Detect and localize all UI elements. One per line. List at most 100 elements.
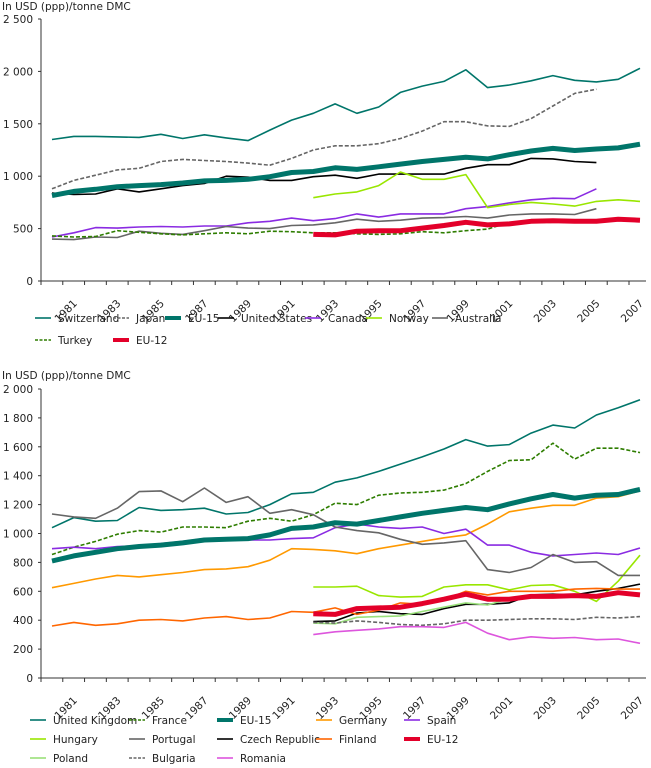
line-switzerland: [51, 67, 641, 142]
legend-item-switzerland: Switzerland: [35, 313, 119, 325]
legend-label: Switzerland: [58, 313, 119, 325]
y-tick-label: 500: [13, 224, 33, 236]
legend-item-portugal: Portugal: [129, 734, 196, 746]
line-japan: [51, 88, 597, 190]
legend-label: United Kingdom: [53, 715, 137, 727]
series-romania: [313, 621, 641, 645]
legend-item-united-kingdom: United Kingdom: [30, 715, 137, 727]
y-tick-label: 1 200: [3, 500, 33, 512]
legend-item-eu-15: EU-15: [217, 715, 271, 727]
legend-label: Poland: [53, 753, 88, 765]
series-france: [51, 442, 641, 556]
y-tick-label: 400: [13, 615, 33, 627]
legend-label: Germany: [339, 715, 387, 727]
legend-label: EU-15: [240, 715, 271, 727]
y-tick-label: 1 000: [3, 529, 33, 541]
series-czech-republic: [313, 583, 641, 623]
x-tick-label: 2003: [532, 298, 559, 325]
legend-item-hungary: Hungary: [30, 734, 98, 746]
series-norway: [313, 171, 641, 209]
legend-item-norway: Norway: [366, 313, 429, 325]
series-united-states: [51, 157, 597, 196]
line-united-kingdom: [51, 399, 641, 529]
line-eu-15: [51, 141, 641, 199]
x-tick-label: 2003: [532, 695, 559, 722]
series-eu-15: [51, 486, 641, 564]
y-tick-label: 2 000: [3, 384, 33, 396]
legend-label: EU-12: [427, 734, 458, 746]
x-tick-label: 1991: [270, 695, 297, 722]
x-tick-label: 1987: [183, 695, 210, 722]
chart-2-series: [51, 399, 641, 645]
legend-item-bulgaria: Bulgaria: [129, 753, 196, 765]
legend-item-eu-12: EU-12: [113, 335, 167, 347]
legend-label: Hungary: [53, 734, 98, 746]
series-japan: [51, 88, 597, 190]
y-tick-label: 800: [13, 557, 33, 569]
chart-1-series: [51, 67, 641, 241]
line-romania: [313, 621, 641, 645]
legend-label: Japan: [135, 313, 165, 325]
y-tick-label: 1 600: [3, 442, 33, 454]
y-tick-label: 2 000: [3, 66, 33, 78]
chart-2-ylabel: In USD (ppp)/tonne DMC: [2, 370, 131, 382]
legend-item-finland: Finland: [316, 734, 377, 746]
chart-1-legend: Switzerland Japan EU-15 United States Canada…: [35, 313, 501, 347]
series-australia: [51, 207, 597, 241]
legend-item-czech-republic: Czech Republic: [217, 734, 320, 746]
y-tick-label: 1 000: [3, 171, 33, 183]
legend-item-japan: Japan: [113, 313, 165, 325]
legend-label: France: [152, 715, 187, 727]
line-france: [51, 442, 641, 556]
line-portugal: [51, 487, 640, 577]
x-tick-label: 1997: [401, 695, 428, 722]
legend-item-france: France: [129, 715, 187, 727]
y-tick-label: 0: [26, 673, 33, 685]
line-united-states: [51, 157, 597, 196]
legend-label: Portugal: [152, 734, 196, 746]
legend-item-romania: Romania: [217, 753, 286, 765]
y-tick-label: 200: [13, 644, 33, 656]
x-tick-label: 2005: [575, 695, 602, 722]
chart-1-ylabel: In USD (ppp)/tonne DMC: [2, 1, 131, 13]
chart-2: In USD (ppp)/tonne DMC 0 200 400 600 800 1 00…: [2, 370, 646, 765]
line-eu-15: [51, 486, 641, 564]
legend-label: Norway: [389, 313, 429, 325]
series-switzerland: [51, 67, 641, 142]
y-tick-label: 600: [13, 586, 33, 598]
legend-item-eu-15: EU-15: [165, 313, 219, 325]
series-eu-15: [51, 141, 641, 199]
legend-item-turkey: Turkey: [35, 335, 92, 347]
series-portugal: [51, 487, 640, 577]
legend-label: Finland: [339, 734, 377, 746]
legend-item-germany: Germany: [316, 715, 387, 727]
legend-label: EU-12: [136, 335, 167, 347]
x-tick-label: 2001: [488, 695, 515, 722]
chart-1: In USD (ppp)/tonne DMC 0 500 1 000 1 500 2 0…: [2, 1, 646, 347]
legend-label: EU-15: [188, 313, 219, 325]
series-eu-12: [313, 216, 641, 238]
line-australia: [51, 207, 597, 241]
legend-item-australia: Australia: [432, 313, 501, 325]
x-tick-label: 2007: [619, 695, 646, 722]
line-canada: [51, 188, 597, 238]
legend-label: United States: [241, 313, 312, 325]
legend-item-spain: Spain: [404, 715, 456, 727]
y-tick-label: 2 500: [3, 14, 33, 26]
line-eu-12: [313, 590, 641, 617]
legend-label: Turkey: [57, 335, 92, 347]
line-czech-republic: [313, 583, 641, 623]
y-tick-label: 0: [26, 276, 33, 288]
legend-label: Bulgaria: [152, 753, 196, 765]
legend-item-united-states: United States: [218, 313, 312, 325]
chart-2-legend: United Kingdom France EU-15 Germany Spain Hun…: [30, 715, 458, 765]
line-germany: [51, 490, 641, 589]
legend-label: Spain: [427, 715, 456, 727]
y-tick-label: 1 800: [3, 413, 33, 425]
legend-label: Australia: [455, 313, 501, 325]
line-bulgaria: [313, 615, 641, 627]
x-tick-label: 1993: [314, 695, 341, 722]
x-tick-label: 2007: [619, 298, 646, 325]
series-bulgaria: [313, 615, 641, 627]
